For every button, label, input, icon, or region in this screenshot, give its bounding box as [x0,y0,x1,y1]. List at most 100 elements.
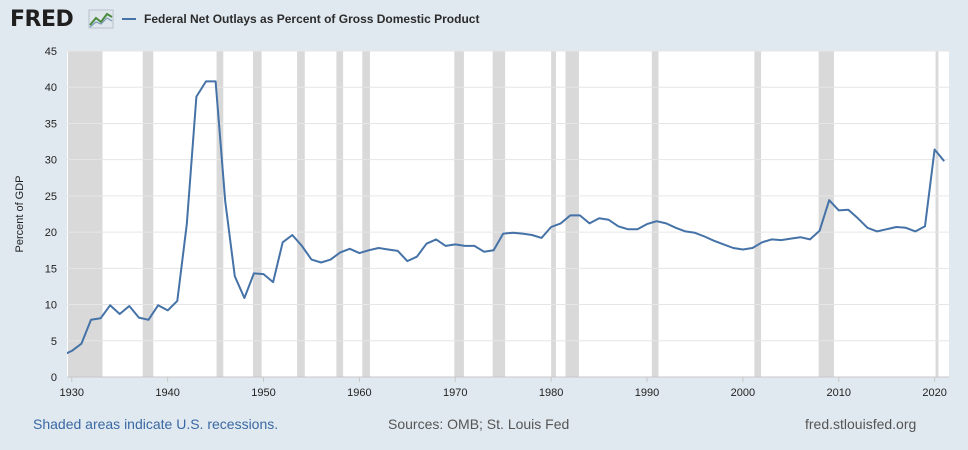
data-point[interactable] [318,260,324,266]
data-point[interactable] [548,224,554,230]
data-point[interactable] [414,254,420,260]
data-point[interactable] [529,232,535,238]
data-point[interactable] [174,298,180,304]
data-point[interactable] [759,239,765,245]
data-point[interactable] [893,224,899,230]
data-point[interactable] [500,231,506,237]
data-point[interactable] [740,247,746,253]
data-point[interactable] [807,236,813,242]
data-point[interactable] [433,236,439,242]
data-point[interactable] [462,243,468,249]
data-point[interactable] [625,226,631,232]
data-point[interactable] [750,245,756,251]
data-point[interactable] [922,223,928,229]
data-point[interactable] [692,230,698,236]
data-point[interactable] [222,198,228,204]
data-point[interactable] [404,258,410,264]
recession-note-link[interactable]: Shaded areas indicate U.S. recessions. [33,416,279,432]
data-point[interactable] [280,239,286,245]
data-point[interactable] [193,94,199,100]
data-point[interactable] [261,271,267,277]
data-point[interactable] [663,220,669,226]
data-point[interactable] [817,228,823,234]
data-point[interactable] [270,279,276,285]
data-point[interactable] [155,302,161,308]
data-point[interactable] [711,238,717,244]
data-point[interactable] [69,348,75,354]
data-point[interactable] [778,237,784,243]
x-tick-label: 1990 [635,387,659,399]
y-tick-label: 40 [45,82,57,94]
data-point[interactable] [395,248,401,254]
data-point[interactable] [874,228,880,234]
data-point[interactable] [797,234,803,240]
data-point[interactable] [241,295,247,301]
data-point[interactable] [491,247,497,253]
data-point[interactable] [884,226,890,232]
data-point[interactable] [309,257,315,263]
data-point[interactable] [682,228,688,234]
data-point[interactable] [203,78,209,84]
data-point[interactable] [644,221,650,227]
data-point[interactable] [932,147,938,153]
data-point[interactable] [117,311,123,317]
data-point[interactable] [471,243,477,249]
data-point[interactable] [107,302,113,308]
data-point[interactable] [845,207,851,213]
data-point[interactable] [481,249,487,255]
data-point[interactable] [88,317,94,323]
data-point[interactable] [510,230,516,236]
data-point[interactable] [788,236,794,242]
data-point[interactable] [289,232,295,238]
data-point[interactable] [903,225,909,231]
data-point[interactable] [98,315,104,321]
data-point[interactable] [615,223,621,229]
data-point[interactable] [941,158,947,164]
data-point[interactable] [539,235,545,241]
data-point[interactable] [634,226,640,232]
recession-band [935,51,939,377]
data-point[interactable] [424,241,430,247]
data-point[interactable] [347,246,353,252]
data-point[interactable] [596,215,602,221]
data-point[interactable] [213,78,219,84]
data-point[interactable] [673,225,679,231]
data-point[interactable] [184,221,190,227]
data-point[interactable] [855,215,861,221]
fred-logo[interactable]: FRED [10,7,74,32]
series-line[interactable] [62,80,945,355]
data-point[interactable] [702,234,708,240]
data-point[interactable] [443,243,449,249]
data-point[interactable] [912,228,918,234]
data-point[interactable] [299,243,305,249]
data-point[interactable] [730,245,736,251]
data-point[interactable] [356,250,362,256]
data-point[interactable] [78,341,84,347]
data-point[interactable] [366,247,372,253]
data-point[interactable] [587,220,593,226]
fred-site-link[interactable]: fred.stlouisfed.org [805,416,917,432]
data-point[interactable] [452,241,458,247]
data-point[interactable] [146,317,152,323]
data-point[interactable] [519,231,525,237]
data-point[interactable] [251,270,257,276]
data-point[interactable] [337,249,343,255]
data-point[interactable] [558,220,564,226]
data-point[interactable] [826,197,832,203]
data-point[interactable] [769,236,775,242]
data-point[interactable] [865,225,871,231]
data-point[interactable] [126,303,132,309]
data-point[interactable] [165,307,171,313]
data-point[interactable] [376,245,382,251]
data-point[interactable] [836,207,842,213]
data-point[interactable] [606,217,612,223]
data-point[interactable] [232,273,238,279]
data-point[interactable] [59,352,65,358]
data-point[interactable] [577,212,583,218]
data-point[interactable] [567,212,573,218]
data-point[interactable] [136,315,142,321]
data-point[interactable] [654,218,660,224]
data-point[interactable] [328,257,334,263]
data-point[interactable] [385,247,391,253]
data-point[interactable] [721,241,727,247]
